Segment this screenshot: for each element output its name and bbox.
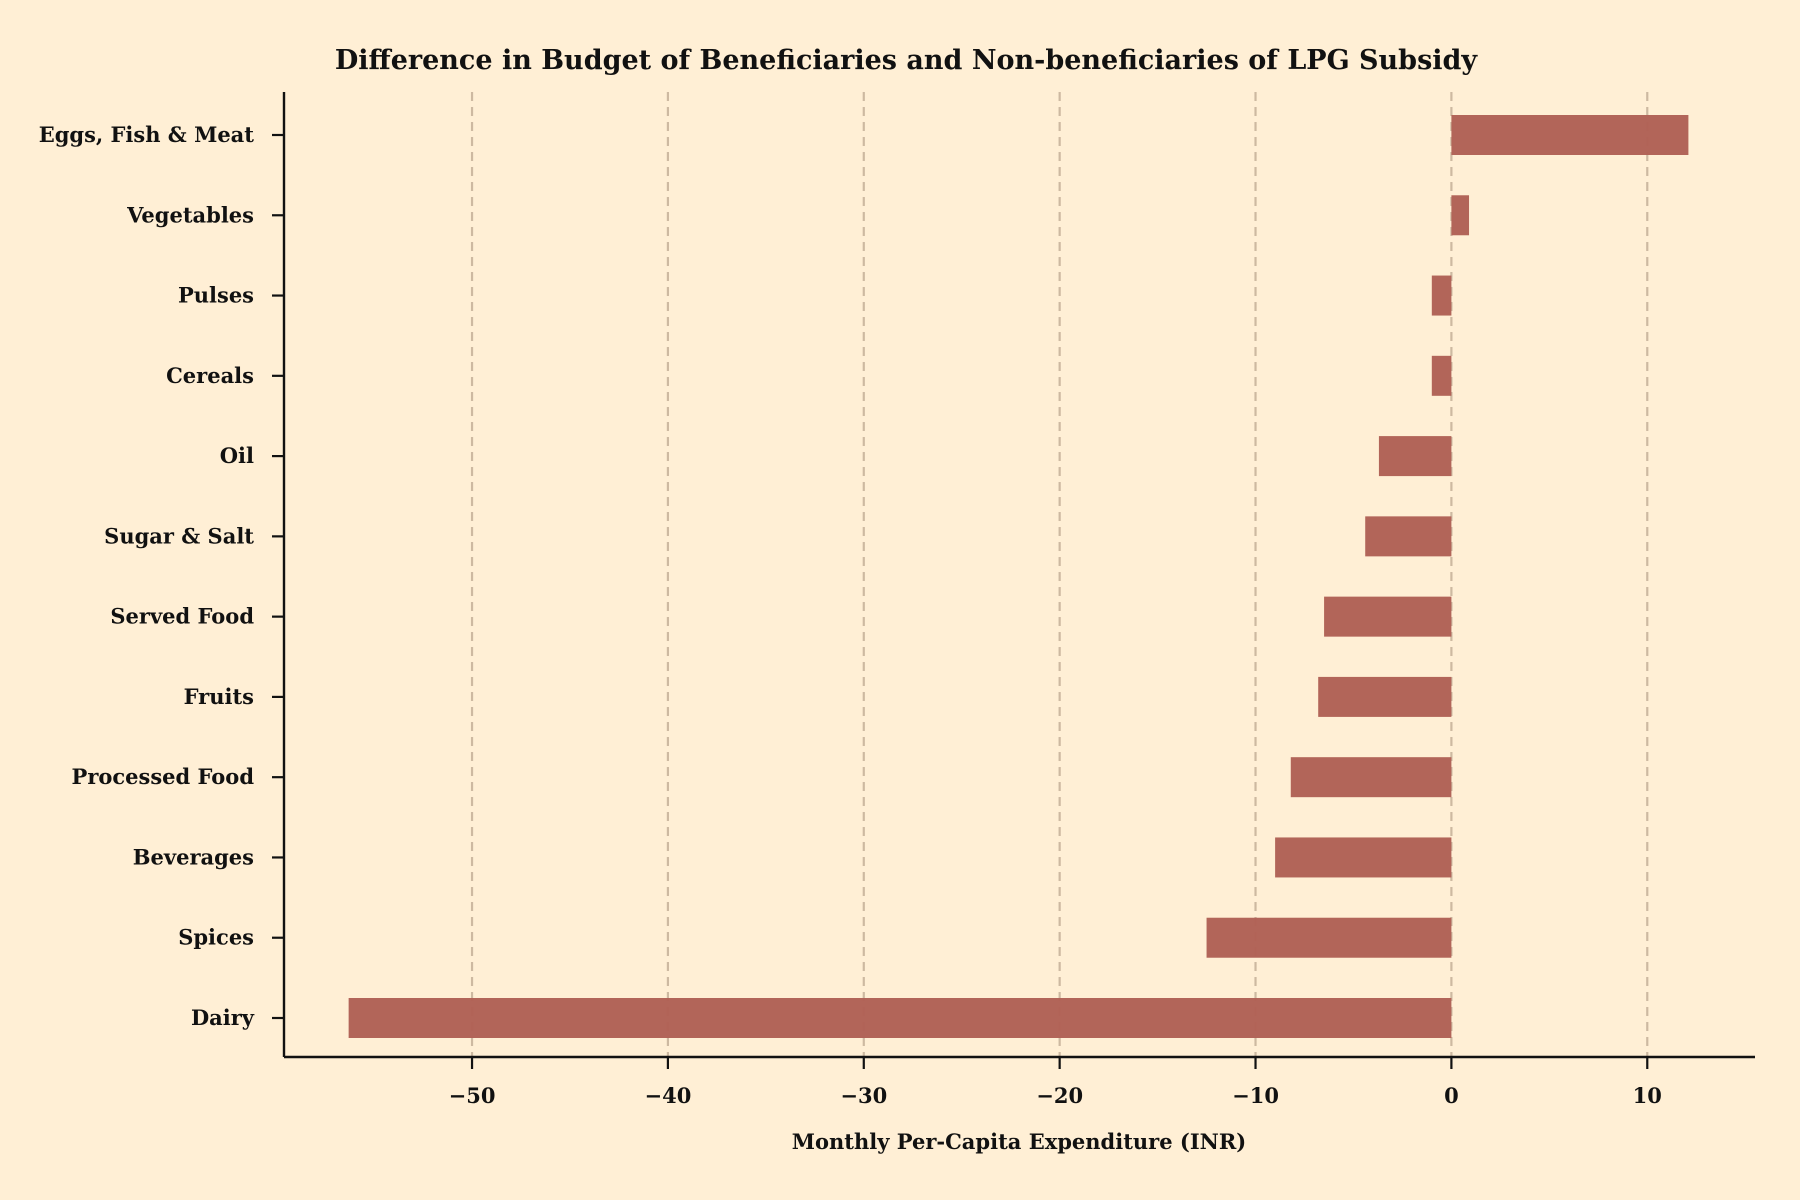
- bar-cereals: [1431, 355, 1452, 396]
- bar-beverages: [1275, 837, 1452, 878]
- y-tick-label-dairy: Dairy: [191, 1005, 255, 1030]
- bar-eggs-fish-meat: [1451, 115, 1689, 155]
- bar-pulses: [1431, 275, 1452, 316]
- y-tick-label-pulses: Pulses: [178, 283, 254, 308]
- chart-title: Difference in Budget of Beneficiaries an…: [335, 45, 1479, 76]
- bar-sugar-salt: [1365, 516, 1452, 557]
- axes: [282, 92, 1755, 1059]
- x-tick-label-5: 0: [1444, 1083, 1459, 1108]
- bar-series: [348, 115, 1689, 1038]
- x-tick-label-1: −40: [644, 1083, 691, 1108]
- y-tick-label-vegetables: Vegetables: [126, 202, 254, 227]
- x-tick-label-2: −30: [840, 1083, 887, 1108]
- y-tick-label-fruits: Fruits: [184, 684, 254, 709]
- y-tick-label-cereals: Cereals: [166, 363, 254, 388]
- x-tick-label-3: −20: [1036, 1083, 1083, 1108]
- y-tick-label-oil: Oil: [220, 443, 254, 468]
- y-tick-label-eggs-fish-meat: Eggs, Fish & Meat: [39, 122, 255, 147]
- y-tick-label-beverages: Beverages: [133, 844, 254, 869]
- bar-served-food: [1324, 596, 1452, 637]
- bar-processed-food: [1290, 757, 1452, 798]
- bar-dairy: [348, 998, 1452, 1038]
- x-axis-ticks: −50 −40 −30 −20 −10 0 10: [449, 1057, 1662, 1108]
- x-tick-label-0: −50: [449, 1083, 496, 1108]
- x-tick-label-4: −10: [1232, 1083, 1279, 1108]
- y-tick-label-sugar-salt: Sugar & Salt: [104, 523, 254, 548]
- y-tick-label-served-food: Served Food: [110, 604, 254, 629]
- bar-spices: [1206, 917, 1452, 958]
- bar-fruits: [1318, 676, 1452, 717]
- y-tick-label-processed-food: Processed Food: [72, 764, 255, 789]
- y-tick-label-spices: Spices: [178, 925, 254, 950]
- grid-lines: [470, 92, 1649, 1057]
- bar-vegetables: [1451, 195, 1470, 236]
- x-axis-label: Monthly Per-Capita Expenditure (INR): [792, 1129, 1247, 1154]
- bar-oil: [1378, 436, 1452, 477]
- x-tick-label-6: 10: [1633, 1083, 1662, 1108]
- y-axis-ticks: Eggs, Fish & Meat Vegetables Pulses Cereals…: [39, 122, 284, 1030]
